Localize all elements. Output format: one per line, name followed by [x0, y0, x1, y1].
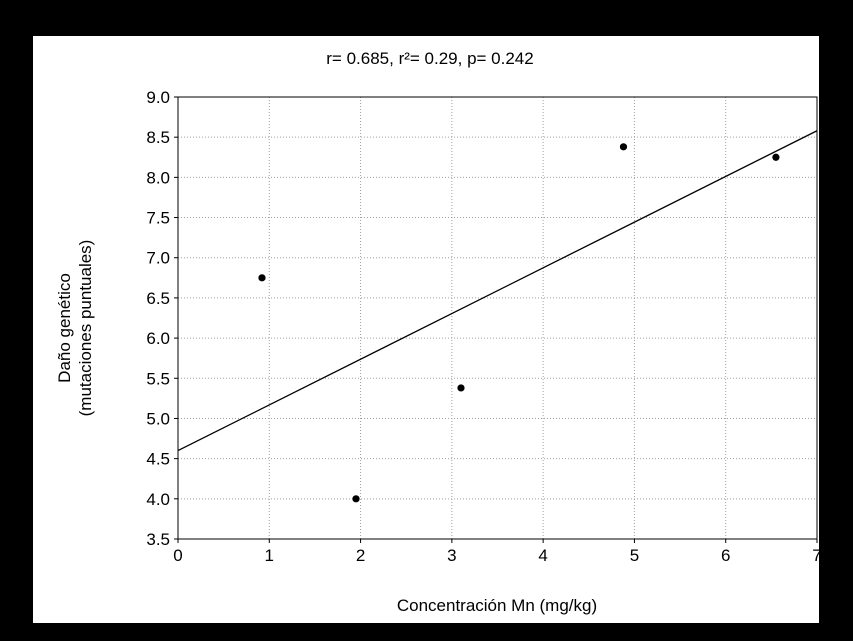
y-tick-label: 7.5 [146, 209, 170, 228]
grid-lines [178, 97, 817, 539]
y-axis-label-line-1: Daño genético [55, 273, 74, 383]
y-tick-label: 4.0 [146, 490, 170, 509]
y-axis-label-line-2: (mutaciones puntuales) [76, 240, 95, 417]
chart-panel [33, 36, 819, 623]
data-point [619, 143, 628, 151]
data-point [772, 153, 780, 161]
x-tick-label: 7 [812, 546, 821, 565]
x-tick-label: 2 [356, 546, 365, 565]
y-tick-label: 5.0 [146, 409, 170, 428]
x-tick-label: 0 [173, 546, 182, 565]
data-point [258, 274, 266, 282]
x-tick-label: 6 [721, 546, 730, 565]
plot-area-border [177, 96, 818, 540]
x-axis-ticks: 0 1 2 3 4 5 6 7 [173, 539, 822, 565]
y-axis-label: Daño genético (mutaciones puntuales) [55, 240, 95, 417]
x-tick-label: 5 [630, 546, 639, 565]
x-axis-label: Concentración Mn (mg/kg) [397, 596, 597, 615]
data-points [258, 143, 780, 503]
x-tick-label: 1 [265, 546, 274, 565]
data-point [352, 495, 360, 503]
y-tick-label: 6.0 [146, 329, 170, 348]
y-tick-label: 9.0 [146, 88, 170, 107]
y-tick-label: 8.5 [146, 128, 170, 147]
x-tick-label: 3 [447, 546, 456, 565]
y-tick-label: 6.5 [146, 289, 170, 308]
chart-title: r= 0.685, r²= 0.29, p= 0.242 [326, 49, 533, 68]
y-tick-label: 5.5 [146, 369, 170, 388]
y-tick-label: 3.5 [146, 530, 170, 549]
y-axis-ticks: 3.5 4.0 4.5 5.0 5.5 6.0 6.5 7.0 7.5 8.0 8.5 9.0 [146, 88, 178, 549]
y-tick-label: 4.5 [146, 450, 170, 469]
data-point [457, 384, 465, 392]
y-tick-label: 7.0 [146, 249, 170, 268]
x-tick-label: 4 [538, 546, 547, 565]
regression-line [177, 130, 818, 452]
y-tick-label: 8.0 [146, 168, 170, 187]
